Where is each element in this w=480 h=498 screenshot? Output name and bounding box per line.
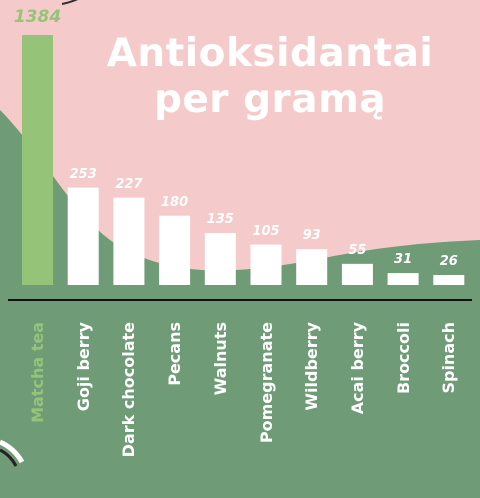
value-label: 135 — [206, 212, 234, 228]
bar-walnuts — [204, 233, 236, 285]
value-label: 227 — [115, 176, 143, 192]
bar-matcha-tea — [22, 35, 53, 285]
category-label: Goji berry — [73, 322, 93, 412]
category-label: Dark chocolate — [119, 322, 139, 458]
value-label: 55 — [348, 242, 367, 258]
value-label: 1384 — [13, 7, 62, 27]
category-label: Wildberry — [302, 322, 322, 411]
bar-pecans — [159, 215, 191, 285]
value-label: 105 — [252, 223, 280, 239]
value-label: 253 — [69, 166, 97, 182]
bar-acai-berry — [341, 263, 373, 285]
category-label: Pomegranate — [256, 322, 276, 444]
category-label: Matcha tea — [28, 322, 47, 423]
value-label: 180 — [161, 194, 189, 210]
chart-title-line-1: Antioksidantai — [106, 31, 434, 76]
bar-pomegranate — [250, 244, 282, 285]
ground-shape — [0, 110, 480, 498]
bottom-left-decoration — [0, 439, 25, 467]
category-label: Walnuts — [210, 322, 230, 396]
bar-dark-chocolate — [113, 197, 145, 285]
bar-broccoli — [387, 273, 419, 285]
bar-spinach — [433, 274, 465, 285]
category-label: Spinach — [439, 322, 459, 394]
category-label: Pecans — [165, 322, 185, 386]
category-label: Acai berry — [347, 322, 367, 415]
chart-title-line-2: per gramą — [153, 77, 387, 122]
value-label: 31 — [394, 252, 413, 268]
category-label: Broccoli — [393, 322, 413, 395]
bar-goji-berry — [67, 187, 99, 285]
value-label: 93 — [302, 228, 321, 244]
bar-wildberry — [296, 249, 328, 285]
top-decoration — [61, 0, 79, 5]
value-label: 26 — [439, 253, 458, 269]
